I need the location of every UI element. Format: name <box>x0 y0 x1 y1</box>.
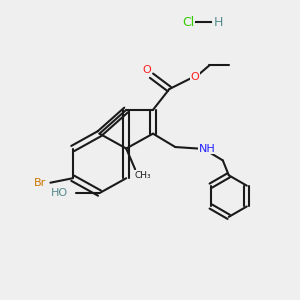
Text: Cl: Cl <box>182 16 195 29</box>
Text: O: O <box>190 72 199 82</box>
Text: CH₃: CH₃ <box>134 171 151 180</box>
Text: O: O <box>143 65 152 75</box>
Text: Br: Br <box>34 178 46 188</box>
Text: H: H <box>214 16 223 29</box>
Text: HO: HO <box>51 188 68 198</box>
Text: NH: NH <box>199 143 216 154</box>
